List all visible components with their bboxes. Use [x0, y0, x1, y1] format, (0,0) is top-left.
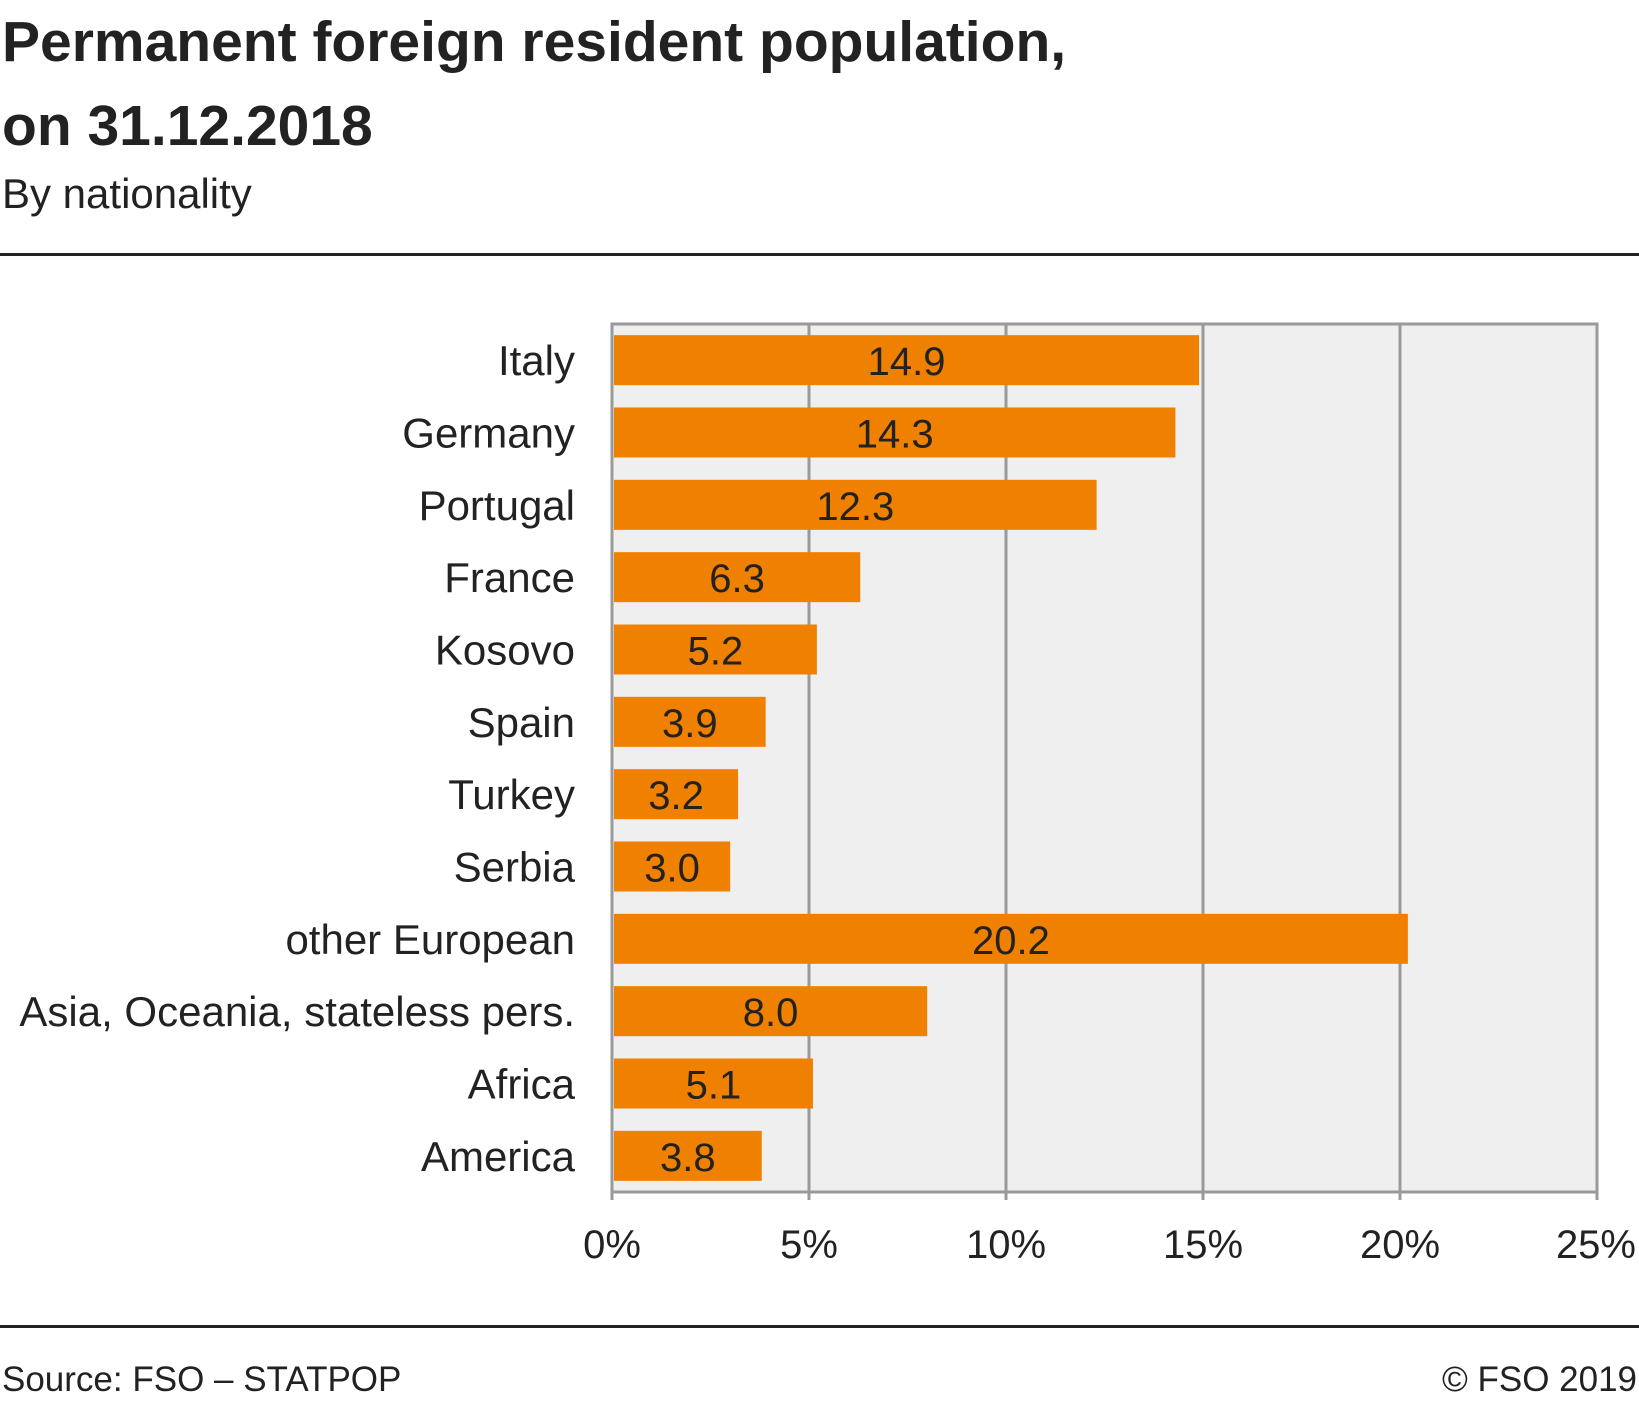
category-labels: Italy Germany Portugal France Kosovo Spain Tur…	[19, 337, 575, 1180]
x-tick-label-3: 15%	[1163, 1223, 1243, 1267]
grid-lines	[610, 324, 1599, 1200]
bar-9	[614, 986, 928, 1037]
copyright-note: © FSO 2019	[1441, 1360, 1637, 1399]
bar-6	[614, 769, 739, 820]
bar-10	[614, 1058, 813, 1109]
x-tick-label-4: 20%	[1360, 1223, 1440, 1267]
value-label-0: 14.9	[868, 340, 946, 384]
x-axis-tick-labels: 0% 5% 10% 15% 20% 25%	[583, 1223, 1636, 1267]
bar-5	[614, 696, 766, 747]
x-tick-label-1: 5%	[780, 1223, 838, 1267]
plot-frame	[610, 322, 1599, 1194]
category-label-2: Portugal	[419, 482, 575, 529]
bar-1	[614, 407, 1176, 458]
value-label-1: 14.3	[856, 413, 934, 457]
value-label-2: 12.3	[816, 485, 894, 529]
category-label-5: Spain	[468, 699, 575, 746]
value-labels: 14.9 14.3 12.3 6.3 5.2 3.9 3.2 3.0 20.2 8.05.1 3.8	[644, 340, 1050, 1180]
value-label-7: 3.0	[644, 847, 700, 891]
category-label-6: Turkey	[448, 771, 575, 818]
bar-8	[614, 913, 1408, 964]
bar-4	[614, 624, 817, 675]
value-label-6: 3.2	[648, 774, 704, 818]
chart-title-line-1: Permanent foreign resident population,	[2, 10, 1067, 74]
chart-title-line-2: on 31.12.2018	[2, 94, 373, 158]
x-tick-label-2: 10%	[966, 1223, 1046, 1267]
category-label-10: Africa	[468, 1061, 576, 1108]
bar-11	[614, 1130, 762, 1181]
bar-3	[614, 552, 861, 603]
value-label-11: 3.8	[660, 1136, 716, 1180]
bars	[614, 335, 1408, 1181]
source-note: Source: FSO – STATPOP	[2, 1360, 402, 1399]
value-label-10: 5.1	[686, 1064, 742, 1108]
bar-chart: Italy Germany Portugal France Kosovo Spain Tur…	[19, 322, 1636, 1267]
header-divider	[0, 253, 1639, 256]
bar-2	[614, 479, 1097, 530]
x-tick-label-0: 0%	[583, 1223, 641, 1267]
value-label-5: 3.9	[662, 702, 718, 746]
value-label-8: 20.2	[972, 919, 1050, 963]
value-label-4: 5.2	[688, 630, 744, 674]
category-label-9: Asia, Oceania, stateless pers.	[19, 988, 575, 1035]
bar-0	[614, 335, 1200, 386]
category-label-4: Kosovo	[435, 627, 575, 674]
category-label-11: America	[421, 1133, 576, 1180]
footer-divider	[0, 1325, 1639, 1328]
value-label-9: 8.0	[743, 991, 799, 1035]
chart-title: Permanent foreign resident population, o…	[2, 0, 1502, 168]
value-label-3: 6.3	[709, 557, 765, 601]
x-tick-label-5: 25%	[1556, 1223, 1636, 1267]
category-label-1: Germany	[402, 410, 575, 457]
category-label-8: other European	[285, 916, 575, 963]
bar-7	[614, 841, 731, 892]
category-label-0: Italy	[498, 337, 575, 384]
category-label-3: France	[444, 554, 575, 601]
chart-subtitle: By nationality	[2, 170, 252, 217]
plot-area	[610, 322, 1599, 1194]
category-label-7: Serbia	[454, 844, 576, 891]
